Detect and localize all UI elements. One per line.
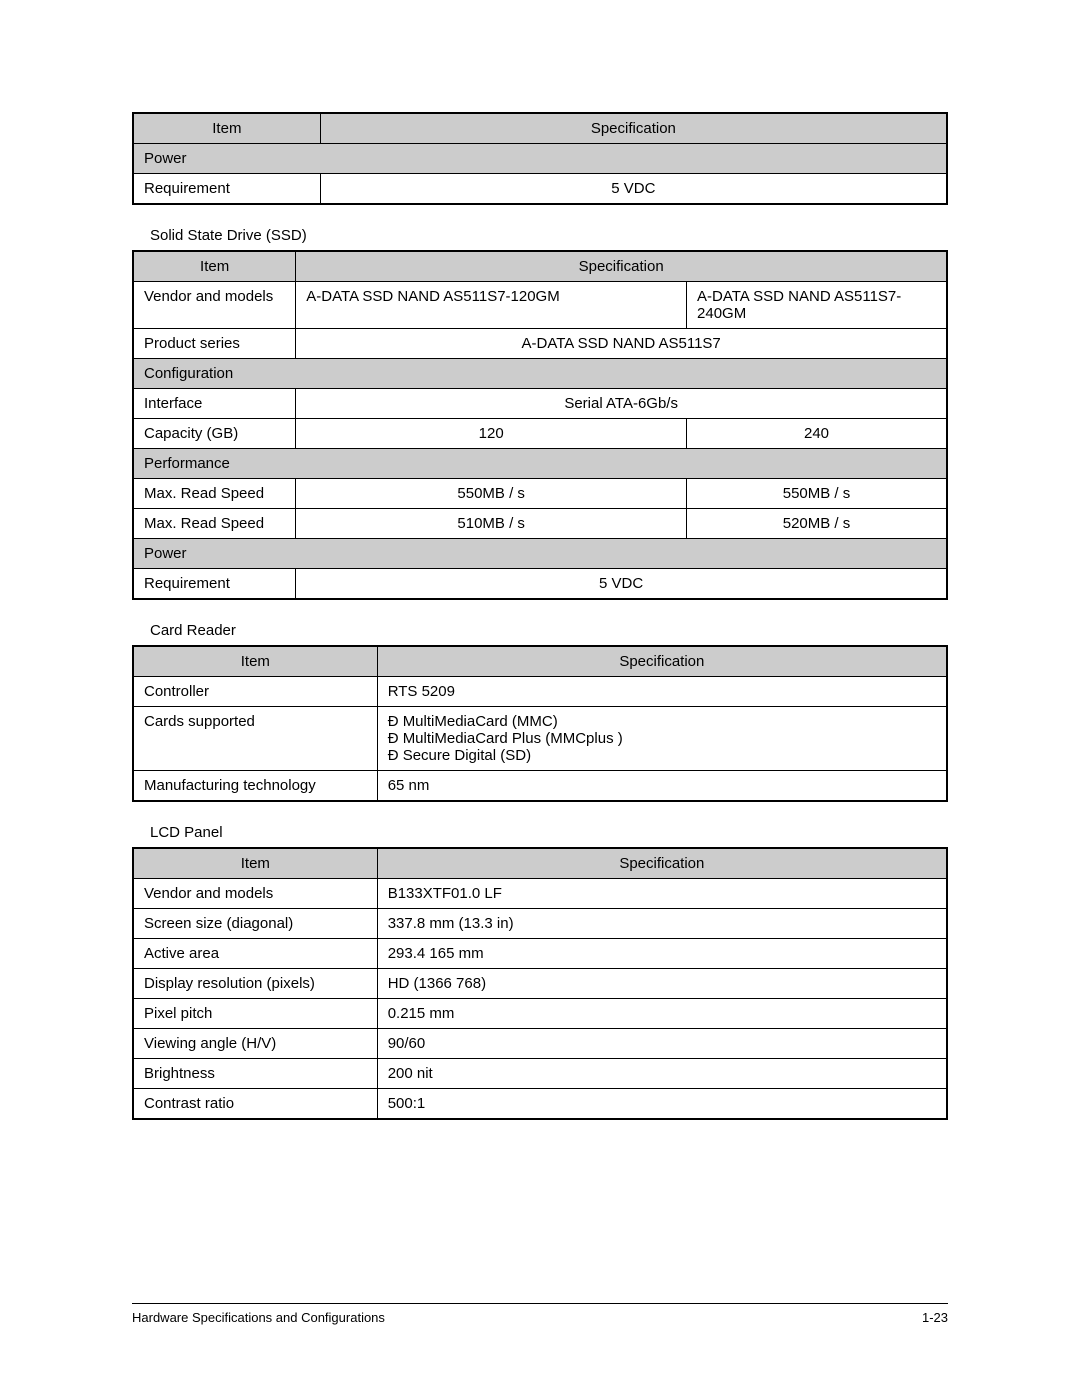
read-v2: 550MB / s xyxy=(687,479,947,509)
read-label: Max. Read Speed xyxy=(133,479,296,509)
vendor-v1: A-DATA SSD NAND AS511S7-120GM xyxy=(296,282,687,329)
col-item: Item xyxy=(133,646,377,677)
iface-val: Serial ATA-6Gb/s xyxy=(296,389,947,419)
read-v1: 550MB / s xyxy=(296,479,687,509)
series-val: A-DATA SSD NAND AS511S7 xyxy=(296,329,947,359)
vendor-v2: A-DATA SSD NAND AS511S7-240GM xyxy=(687,282,947,329)
req-label: Requirement xyxy=(133,174,320,205)
lcd-caption: LCD Panel xyxy=(150,820,948,841)
cards-val: Ð MultiMediaCard (MMC) Ð MultiMediaCard … xyxy=(377,707,947,771)
cap-v2: 240 xyxy=(687,419,947,449)
cap-label: Capacity (GB) xyxy=(133,419,296,449)
size-label: Screen size (diagonal) xyxy=(133,909,377,939)
card-table: Item Specification Controller RTS 5209 C… xyxy=(132,645,948,802)
res-label: Display resolution (pixels) xyxy=(133,969,377,999)
size-val: 337.8 mm (13.3 in) xyxy=(377,909,947,939)
page: Item Specification Power Requirement 5 V… xyxy=(0,0,1080,1397)
cards-label: Cards supported xyxy=(133,707,377,771)
col-spec: Specification xyxy=(320,113,947,144)
lcd-table: Item Specification Vendor and models B13… xyxy=(132,847,948,1120)
contrast-val: 500:1 xyxy=(377,1089,947,1120)
pitch-val: 0.215 mm xyxy=(377,999,947,1029)
footer-left: Hardware Specifications and Configuratio… xyxy=(132,1310,385,1325)
read2-v1: 510MB / s xyxy=(296,509,687,539)
vendor-label: Vendor and models xyxy=(133,879,377,909)
active-label: Active area xyxy=(133,939,377,969)
series-label: Product series xyxy=(133,329,296,359)
bright-val: 200 nit xyxy=(377,1059,947,1089)
vendor-label: Vendor and models xyxy=(133,282,296,329)
iface-label: Interface xyxy=(133,389,296,419)
ssd-table: Item Specification Vendor and models A-D… xyxy=(132,250,948,600)
card-bullet: Ð Secure Digital (SD) xyxy=(388,747,936,764)
angle-val: 90/60 xyxy=(377,1029,947,1059)
section-config: Configuration xyxy=(133,359,947,389)
card-bullet: Ð MultiMediaCard (MMC) xyxy=(388,713,936,730)
mfg-label: Manufacturing technology xyxy=(133,771,377,802)
card-bullet: Ð MultiMediaCard Plus (MMCplus ) xyxy=(388,730,936,747)
cap-v1: 120 xyxy=(296,419,687,449)
card-caption: Card Reader xyxy=(150,618,948,639)
mfg-val: 65 nm xyxy=(377,771,947,802)
page-footer: Hardware Specifications and Configuratio… xyxy=(132,1303,948,1325)
read2-v2: 520MB / s xyxy=(687,509,947,539)
req-label: Requirement xyxy=(133,569,296,600)
power-table: Item Specification Power Requirement 5 V… xyxy=(132,112,948,205)
col-item: Item xyxy=(133,848,377,879)
req-val: 5 VDC xyxy=(296,569,947,600)
col-spec: Specification xyxy=(377,848,947,879)
res-val: HD (1366 768) xyxy=(377,969,947,999)
req-value: 5 VDC xyxy=(320,174,947,205)
section-perf: Performance xyxy=(133,449,947,479)
section-power: Power xyxy=(133,144,947,174)
col-spec: Specification xyxy=(296,251,947,282)
vendor-val: B133XTF01.0 LF xyxy=(377,879,947,909)
bright-label: Brightness xyxy=(133,1059,377,1089)
col-item: Item xyxy=(133,113,320,144)
pitch-label: Pixel pitch xyxy=(133,999,377,1029)
read2-label: Max. Read Speed xyxy=(133,509,296,539)
col-item: Item xyxy=(133,251,296,282)
angle-label: Viewing angle (H/V) xyxy=(133,1029,377,1059)
ctrl-label: Controller xyxy=(133,677,377,707)
footer-right: 1-23 xyxy=(922,1310,948,1325)
contrast-label: Contrast ratio xyxy=(133,1089,377,1120)
ctrl-val: RTS 5209 xyxy=(377,677,947,707)
active-val: 293.4 165 mm xyxy=(377,939,947,969)
section-power: Power xyxy=(133,539,947,569)
col-spec: Specification xyxy=(377,646,947,677)
ssd-caption: Solid State Drive (SSD) xyxy=(150,223,948,244)
